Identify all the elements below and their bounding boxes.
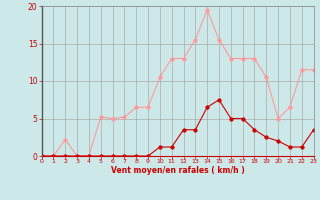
X-axis label: Vent moyen/en rafales ( km/h ): Vent moyen/en rafales ( km/h ) xyxy=(111,166,244,175)
